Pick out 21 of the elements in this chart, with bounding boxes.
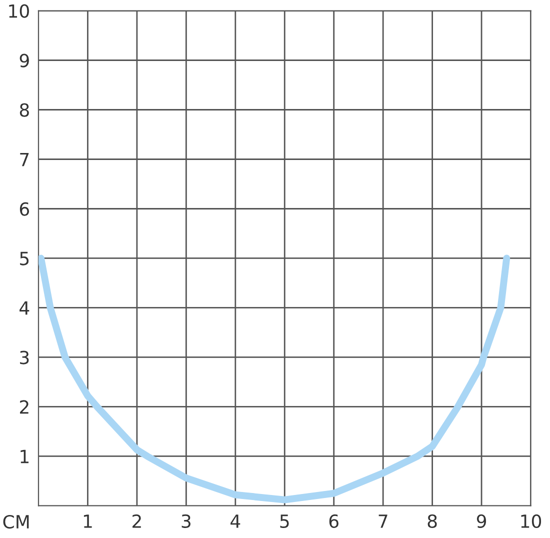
x-tick-label: 7 <box>378 514 388 528</box>
x-tick-label: 5 <box>280 514 289 528</box>
x-tick-label: 8 <box>428 514 437 528</box>
x-tick-label: 10 <box>521 514 542 528</box>
y-tick-label: 6 <box>20 202 30 216</box>
y-tick-label: 8 <box>20 103 29 117</box>
x-tick-label: 2 <box>132 514 141 528</box>
y-tick-label: 2 <box>20 400 28 414</box>
y-tick-label: 4 <box>20 301 30 315</box>
y-tick-label: 7 <box>20 152 29 166</box>
x-tick-label: 6 <box>329 514 338 528</box>
x-tick-label: 9 <box>476 514 486 528</box>
x-tick-label: 4 <box>230 514 240 528</box>
y-tick-label: 5 <box>20 252 29 266</box>
y-tick-label: 3 <box>20 350 29 364</box>
y-tick-label: 10 <box>9 4 29 18</box>
y-tick-label: 1 <box>20 450 28 464</box>
x-axis-title: CM <box>3 514 29 529</box>
x-tick-label: 1 <box>84 514 92 528</box>
y-tick-label: 9 <box>20 54 29 68</box>
x-tick-label: 3 <box>182 514 190 528</box>
